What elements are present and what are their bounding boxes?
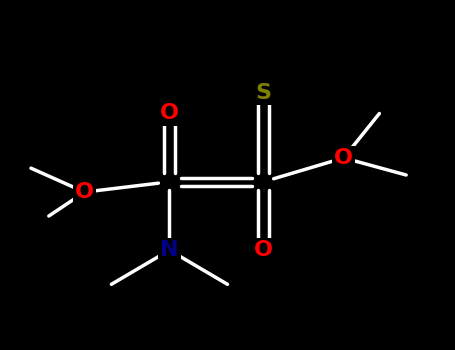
Text: O: O [160, 104, 179, 124]
Text: O: O [254, 240, 273, 260]
Text: S: S [255, 83, 271, 103]
Text: O: O [75, 182, 94, 202]
Text: N: N [160, 240, 179, 260]
Text: O: O [334, 148, 353, 168]
